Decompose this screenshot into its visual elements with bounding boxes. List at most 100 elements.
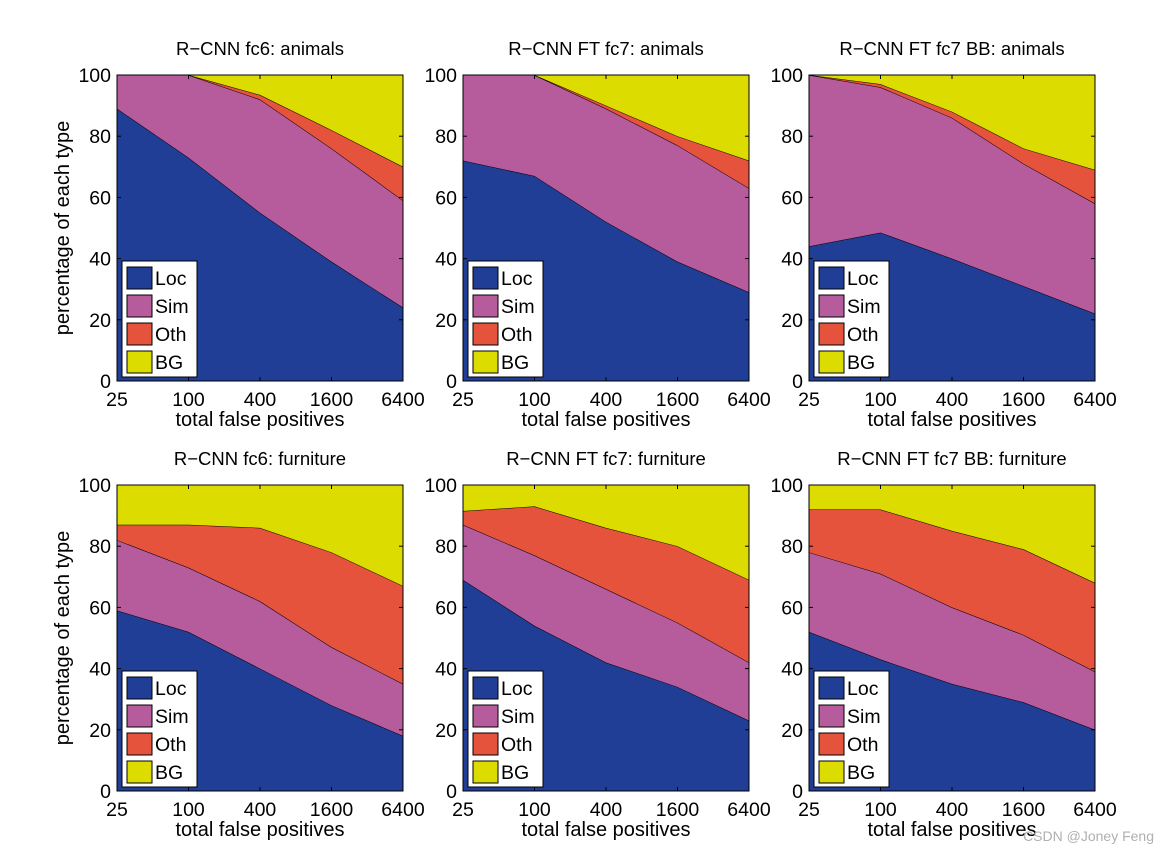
area-bg: [809, 75, 1095, 170]
legend-swatch-bg: [126, 350, 153, 374]
area-oth: [117, 524, 403, 684]
legend-swatch-sim: [126, 704, 153, 728]
legend-swatch-loc: [126, 266, 153, 290]
legend: Loc Sim Oth BG: [813, 670, 890, 788]
area-bg: [463, 485, 749, 580]
x-tick-label: 400: [590, 799, 623, 821]
x-tick-label: 6400: [727, 389, 771, 411]
x-tick-label: 100: [172, 389, 205, 411]
chart-title: R−CNN fc6: animals: [176, 38, 344, 59]
legend-swatch-sim: [126, 294, 153, 318]
x-tick-label: 100: [864, 799, 897, 821]
x-axis-label: total false positives: [868, 409, 1037, 431]
x-tick-label: 1600: [1002, 389, 1046, 411]
chart-panel-2: 0 20 40 60 80 100 25 100 400 1600 6400 R−CNN FT fc7…: [424, 38, 770, 431]
x-tick-label: 1600: [1002, 799, 1046, 821]
x-tick-label: 100: [172, 799, 205, 821]
area-sim: [463, 75, 749, 293]
y-tick-label: 100: [770, 65, 803, 87]
y-tick-label: 60: [89, 187, 111, 209]
y-tick-label: 60: [89, 597, 111, 619]
x-tick-label: 25: [452, 799, 474, 821]
area-sim: [809, 75, 1095, 314]
x-tick-label: 25: [106, 389, 128, 411]
legend: Loc Sim Oth BG: [121, 670, 198, 788]
legend-swatch-loc: [472, 676, 499, 700]
y-tick-label: 40: [781, 249, 803, 271]
x-tick-label: 400: [936, 799, 969, 821]
legend-label-sim: Sim: [155, 706, 189, 728]
legend-label-sim: Sim: [501, 706, 535, 728]
legend-swatch-sim: [472, 704, 499, 728]
y-tick-label: 100: [770, 475, 803, 497]
legend-swatch-oth: [818, 322, 845, 346]
x-tick-label: 400: [936, 389, 969, 411]
x-tick-label: 25: [452, 389, 474, 411]
legend-label-sim: Sim: [847, 296, 881, 318]
y-tick-label: 40: [89, 659, 111, 681]
y-tick-label: 0: [100, 781, 111, 803]
legend-label-oth: Oth: [501, 734, 532, 756]
legend-label-bg: BG: [501, 352, 529, 374]
legend-swatch-loc: [818, 266, 845, 290]
x-tick-label: 6400: [1073, 389, 1117, 411]
area-oth: [809, 509, 1095, 672]
legend-swatch-oth: [126, 732, 153, 756]
legend-swatch-bg: [472, 760, 499, 784]
legend: Loc Sim Oth BG: [813, 260, 890, 378]
chart-title: R−CNN FT fc7 BB: animals: [839, 38, 1064, 59]
y-tick-label: 60: [435, 597, 457, 619]
y-tick-label: 80: [435, 536, 457, 558]
legend-label-bg: BG: [155, 762, 183, 784]
y-tick-label: 80: [89, 536, 111, 558]
watermark: CSDN @Joney Feng: [1023, 828, 1154, 844]
x-tick-label: 25: [798, 389, 820, 411]
legend-label-bg: BG: [847, 762, 875, 784]
chart-title: R−CNN FT fc7: animals: [508, 38, 704, 59]
area-bg: [117, 75, 403, 167]
y-tick-label: 20: [435, 310, 457, 332]
legend-label-oth: Oth: [155, 324, 186, 346]
chart-title: R−CNN fc6: furniture: [174, 448, 346, 469]
y-tick-label: 80: [89, 126, 111, 148]
x-tick-label: 1600: [310, 389, 354, 411]
x-tick-label: 100: [864, 389, 897, 411]
area-oth: [463, 506, 749, 663]
legend-label-loc: Loc: [501, 678, 533, 700]
legend-label-bg: BG: [155, 352, 183, 374]
y-axis-label: percentage of each type: [52, 121, 74, 336]
y-tick-label: 80: [781, 536, 803, 558]
y-tick-label: 100: [424, 65, 457, 87]
x-tick-label: 400: [244, 799, 277, 821]
legend-label-oth: Oth: [847, 324, 878, 346]
y-tick-label: 20: [781, 720, 803, 742]
y-tick-label: 100: [78, 475, 111, 497]
y-tick-label: 0: [446, 371, 457, 393]
x-axis-label: total false positives: [176, 819, 345, 841]
y-tick-label: 0: [792, 781, 803, 803]
legend-swatch-loc: [472, 266, 499, 290]
x-tick-label: 6400: [1073, 799, 1117, 821]
x-tick-label: 6400: [381, 389, 425, 411]
y-tick-label: 100: [424, 475, 457, 497]
chart-panel-4: 0 20 40 60 80 100 25 100 400 1600 6400 R−CNN fc6: f…: [52, 448, 425, 841]
legend-swatch-bg: [818, 350, 845, 374]
legend-label-loc: Loc: [155, 268, 187, 290]
y-tick-label: 80: [781, 126, 803, 148]
y-tick-label: 0: [100, 371, 111, 393]
x-tick-label: 1600: [656, 389, 700, 411]
legend-label-oth: Oth: [847, 734, 878, 756]
area-bg: [809, 485, 1095, 583]
y-tick-label: 80: [435, 126, 457, 148]
y-tick-label: 60: [435, 187, 457, 209]
y-tick-label: 40: [435, 249, 457, 271]
chart-panel-3: 0 20 40 60 80 100 25 100 400 1600 6400 R−CNN FT fc7…: [770, 38, 1116, 431]
legend-label-sim: Sim: [155, 296, 189, 318]
legend: Loc Sim Oth BG: [121, 260, 198, 378]
x-tick-label: 6400: [381, 799, 425, 821]
x-tick-label: 400: [590, 389, 623, 411]
x-tick-label: 25: [798, 799, 820, 821]
legend: Loc Sim Oth BG: [467, 670, 544, 788]
chart-panel-1: 0 20 40 60 80 100 25 100 400 1600 6400 R−CNN fc6: a…: [52, 38, 425, 431]
